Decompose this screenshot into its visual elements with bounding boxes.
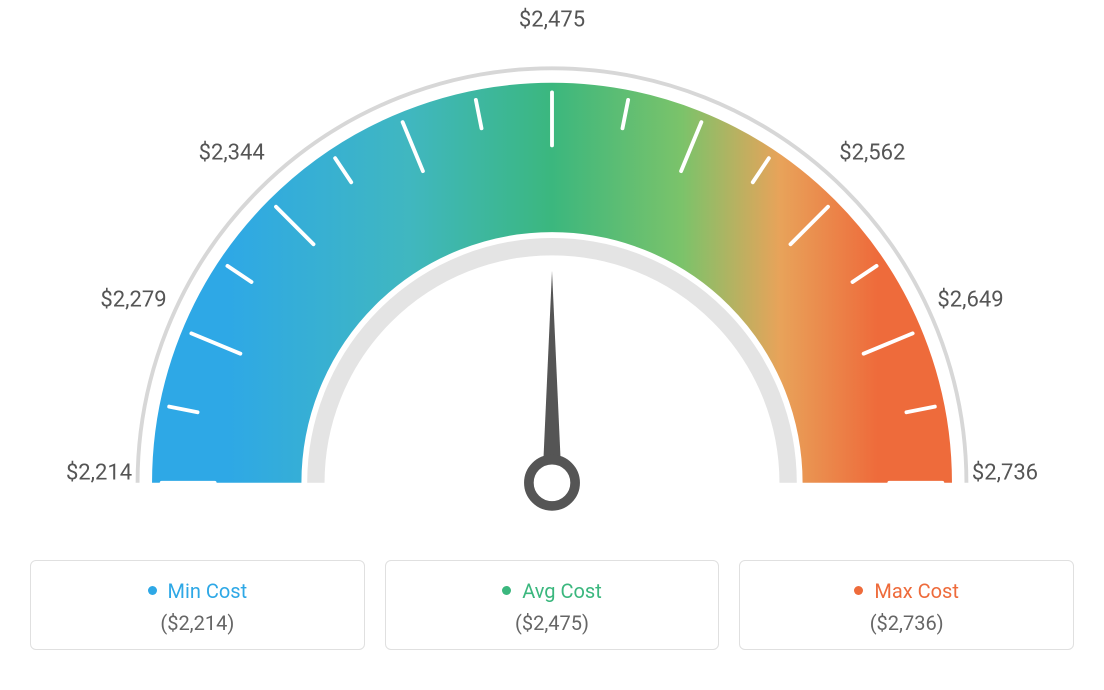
avg-cost-label: Avg Cost — [522, 579, 602, 603]
gauge-tick-label: $2,475 — [519, 8, 585, 33]
gauge-tick-label: $2,562 — [839, 141, 905, 166]
summary-cards: Min Cost ($2,214) Avg Cost ($2,475) Max … — [20, 560, 1084, 650]
avg-dot-icon — [502, 586, 511, 595]
avg-cost-value: ($2,475) — [396, 611, 709, 635]
max-cost-value: ($2,736) — [750, 611, 1063, 635]
avg-cost-card: Avg Cost ($2,475) — [385, 560, 720, 650]
gauge-tick-label: $2,344 — [199, 141, 265, 166]
min-cost-label: Min Cost — [168, 579, 248, 603]
avg-cost-title: Avg Cost — [396, 579, 709, 603]
gauge-svg — [20, 30, 1084, 550]
max-cost-card: Max Cost ($2,736) — [739, 560, 1074, 650]
gauge-tick-label: $2,736 — [972, 461, 1038, 486]
gauge-tick-label: $2,279 — [100, 287, 166, 312]
max-cost-title: Max Cost — [750, 579, 1063, 603]
max-cost-label: Max Cost — [874, 579, 959, 603]
min-cost-title: Min Cost — [41, 579, 354, 603]
min-cost-value: ($2,214) — [41, 611, 354, 635]
gauge-tick-label: $2,214 — [66, 461, 132, 486]
gauge-chart: $2,214$2,279$2,344$2,475$2,562$2,649$2,7… — [20, 30, 1084, 550]
gauge-tick-label: $2,649 — [937, 287, 1003, 312]
min-cost-card: Min Cost ($2,214) — [30, 560, 365, 650]
max-dot-icon — [854, 586, 863, 595]
min-dot-icon — [148, 586, 157, 595]
